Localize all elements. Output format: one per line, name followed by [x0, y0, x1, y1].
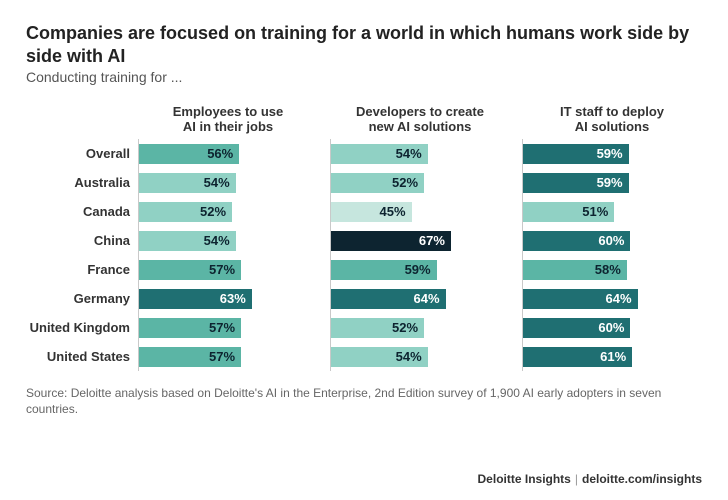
- column-header: Developers to create new AI solutions: [330, 103, 510, 139]
- bar: 59%: [523, 173, 629, 193]
- bar: 58%: [523, 260, 627, 280]
- row-label: France: [26, 255, 138, 284]
- bar-row: 57%: [138, 313, 318, 342]
- bar: 60%: [523, 318, 630, 338]
- source-text: Source: Deloitte analysis based on Deloi…: [26, 385, 702, 417]
- bar-row: 57%: [138, 255, 318, 284]
- row-label: United States: [26, 342, 138, 371]
- bar-row: 54%: [138, 168, 318, 197]
- bar: 63%: [139, 289, 252, 309]
- row-label: Canada: [26, 197, 138, 226]
- brand-link: deloitte.com/insights: [582, 472, 702, 486]
- bar-row: 56%: [138, 139, 318, 168]
- bar: 54%: [139, 231, 236, 251]
- bar: 64%: [331, 289, 446, 309]
- bar-row: 60%: [522, 313, 702, 342]
- row-label: China: [26, 226, 138, 255]
- bar: 67%: [331, 231, 451, 251]
- bar: 61%: [523, 347, 632, 367]
- chart-subtitle: Conducting training for ...: [26, 69, 702, 85]
- bar: 45%: [331, 202, 412, 222]
- bar-row: 63%: [138, 284, 318, 313]
- bar-row: 64%: [330, 284, 510, 313]
- bar-row: 57%: [138, 342, 318, 371]
- bar: 54%: [331, 144, 428, 164]
- row-label: United Kingdom: [26, 313, 138, 342]
- bar-row: 67%: [330, 226, 510, 255]
- brand-name: Deloitte Insights: [478, 472, 571, 486]
- bar-row: 52%: [330, 168, 510, 197]
- bar-row: 61%: [522, 342, 702, 371]
- bar: 52%: [139, 202, 232, 222]
- bar: 57%: [139, 318, 241, 338]
- bar-row: 60%: [522, 226, 702, 255]
- chart-column: Employees to use AI in their jobs 56% 54% 5…: [138, 103, 318, 371]
- bar: 51%: [523, 202, 614, 222]
- row-label: Australia: [26, 168, 138, 197]
- row-label: Germany: [26, 284, 138, 313]
- bar-row: 58%: [522, 255, 702, 284]
- bar: 54%: [331, 347, 428, 367]
- bar-row: 52%: [330, 313, 510, 342]
- brand-footer: Deloitte Insights | deloitte.com/insights: [478, 472, 702, 486]
- bar: 54%: [139, 173, 236, 193]
- bar-row: 52%: [138, 197, 318, 226]
- column-header: IT staff to deploy AI solutions: [522, 103, 702, 139]
- bar-row: 59%: [330, 255, 510, 284]
- row-label: Overall: [26, 139, 138, 168]
- bar-row: 54%: [330, 342, 510, 371]
- bar-row: 54%: [138, 226, 318, 255]
- bar: 56%: [139, 144, 239, 164]
- bar-row: 59%: [522, 139, 702, 168]
- chart-column: IT staff to deploy AI solutions 59% 59% 51%…: [522, 103, 702, 371]
- bar-row: 64%: [522, 284, 702, 313]
- bar: 52%: [331, 318, 424, 338]
- bar: 57%: [139, 260, 241, 280]
- bar-row: 51%: [522, 197, 702, 226]
- bar: 59%: [331, 260, 437, 280]
- bar: 64%: [523, 289, 638, 309]
- bar: 52%: [331, 173, 424, 193]
- chart-columns: Employees to use AI in their jobs 56% 54% 5…: [138, 103, 702, 371]
- chart-area: OverallAustraliaCanadaChinaFranceGermany…: [26, 103, 702, 371]
- row-label-spacer: [26, 103, 138, 139]
- row-labels: OverallAustraliaCanadaChinaFranceGermany…: [26, 103, 138, 371]
- chart-title: Companies are focused on training for a …: [26, 22, 702, 67]
- bar-row: 54%: [330, 139, 510, 168]
- bar: 57%: [139, 347, 241, 367]
- column-header: Employees to use AI in their jobs: [138, 103, 318, 139]
- bar: 60%: [523, 231, 630, 251]
- brand-sep: |: [575, 472, 578, 486]
- bar: 59%: [523, 144, 629, 164]
- bar-row: 45%: [330, 197, 510, 226]
- bar-row: 59%: [522, 168, 702, 197]
- chart-column: Developers to create new AI solutions 54%…: [330, 103, 510, 371]
